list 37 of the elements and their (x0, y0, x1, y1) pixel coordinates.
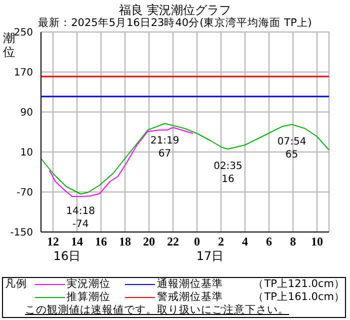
x-tick-label: 16 (95, 234, 107, 249)
line-series (48, 127, 194, 197)
text: この観測値は速報値です。取り扱いにご注意下さい。 (24, 304, 290, 317)
legend-title: 凡例 (5, 278, 28, 291)
annotation: 07:54 65 (277, 136, 306, 160)
y-axis-title: 潮位 (3, 31, 15, 59)
chart-title: 福良 実況潮位グラフ (118, 2, 232, 17)
x-tick-label: 22 (167, 234, 179, 249)
x-tick-label: 14 (71, 234, 83, 249)
legend-label: 通報潮位基準 (156, 278, 224, 291)
x-tick-label: 2 (218, 234, 224, 249)
y-tick-label: 250 (14, 28, 33, 39)
x-tick-label: 10 (311, 234, 323, 249)
x-tick-label: 18 (119, 234, 131, 249)
line-series (41, 123, 329, 194)
y-tick-label: 90 (20, 108, 33, 119)
annotation: 21:19 67 (150, 136, 180, 160)
x-tick-label: 0 (194, 234, 200, 249)
annotation: 14:18 -74 (66, 206, 96, 230)
text: （TP上161.0cm） (253, 291, 345, 304)
legend-label: 推算潮位 (66, 291, 112, 304)
y-tick-label: -150 (10, 228, 33, 239)
x-tick-label: 4 (242, 234, 248, 249)
text: 17日 (195, 248, 225, 265)
chart-subtitle: 最新：2025年5月16日23時40分(東京湾平均海面 TP上) (38, 17, 312, 29)
y-tick-label: 170 (14, 68, 33, 79)
x-tick-label: 12 (47, 234, 59, 249)
text: 16日 (52, 248, 82, 265)
y-tick-label: 10 (20, 148, 33, 159)
text: （TP上121.0cm） (253, 278, 345, 291)
annotation: 02:35 16 (214, 161, 242, 185)
x-tick-label: 8 (290, 234, 296, 249)
x-tick-label: 6 (266, 234, 272, 249)
x-tick-label: 20 (143, 234, 155, 249)
y-tick-label: -70 (16, 188, 33, 199)
legend-label: 警戒潮位基準 (156, 291, 224, 304)
legend-label: 実況潮位 (66, 278, 112, 291)
